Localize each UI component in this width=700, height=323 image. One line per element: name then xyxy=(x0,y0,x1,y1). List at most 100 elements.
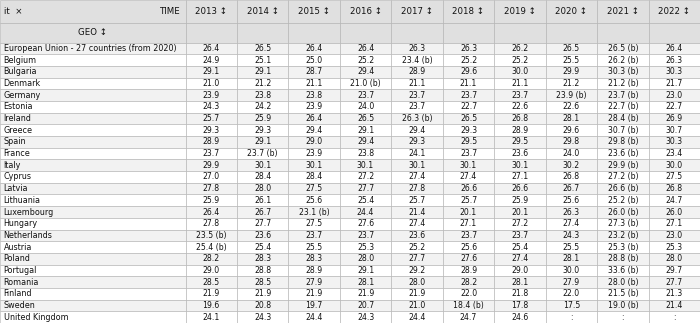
Text: 23.7: 23.7 xyxy=(460,91,477,100)
Text: 23.1 (b): 23.1 (b) xyxy=(299,207,330,216)
Text: 24.4: 24.4 xyxy=(357,207,374,216)
Bar xyxy=(546,43,597,54)
Text: 26.3: 26.3 xyxy=(666,56,682,65)
Text: 23.6: 23.6 xyxy=(254,231,271,240)
Bar xyxy=(649,241,700,253)
Text: 26.5: 26.5 xyxy=(563,44,580,53)
Bar xyxy=(391,206,442,218)
Bar xyxy=(0,66,186,78)
Bar xyxy=(546,148,597,160)
Text: 26.4: 26.4 xyxy=(666,44,683,53)
Text: 28.1: 28.1 xyxy=(563,114,580,123)
Text: 29.1: 29.1 xyxy=(357,266,374,275)
Text: 27.8: 27.8 xyxy=(203,184,220,193)
Bar xyxy=(237,54,288,66)
Text: 30.1: 30.1 xyxy=(357,161,374,170)
Bar xyxy=(391,241,442,253)
Bar xyxy=(597,230,649,241)
Bar xyxy=(649,148,700,160)
Bar xyxy=(237,276,288,288)
Bar xyxy=(186,241,237,253)
Bar xyxy=(237,66,288,78)
Bar xyxy=(288,78,340,89)
Bar xyxy=(186,276,237,288)
Text: 2017 ↕: 2017 ↕ xyxy=(401,7,433,16)
Text: :: : xyxy=(570,313,573,322)
Bar xyxy=(546,194,597,206)
Text: 26.2: 26.2 xyxy=(512,44,528,53)
Bar xyxy=(597,23,649,43)
Text: 24.3: 24.3 xyxy=(563,231,580,240)
Bar xyxy=(597,311,649,323)
Bar xyxy=(340,0,391,23)
Bar xyxy=(0,230,186,241)
Text: 25.9: 25.9 xyxy=(512,196,528,205)
Text: 29.5: 29.5 xyxy=(512,137,528,146)
Bar xyxy=(340,241,391,253)
Text: 26.3: 26.3 xyxy=(460,44,477,53)
Bar xyxy=(186,136,237,148)
Text: 23.7: 23.7 xyxy=(409,91,426,100)
Text: 30.3 (b): 30.3 (b) xyxy=(608,67,638,76)
Text: 23.2 (b): 23.2 (b) xyxy=(608,231,638,240)
Text: 28.3: 28.3 xyxy=(306,254,323,263)
Bar xyxy=(443,194,494,206)
Bar xyxy=(443,300,494,311)
Text: 27.5: 27.5 xyxy=(306,219,323,228)
Bar xyxy=(597,148,649,160)
Text: 26.4: 26.4 xyxy=(202,207,220,216)
Bar xyxy=(649,54,700,66)
Bar xyxy=(0,124,186,136)
Text: 28.4: 28.4 xyxy=(254,172,272,182)
Bar xyxy=(0,148,186,160)
Bar xyxy=(649,300,700,311)
Bar xyxy=(443,160,494,171)
Text: 23.7: 23.7 xyxy=(409,102,426,111)
Bar xyxy=(597,276,649,288)
Bar xyxy=(186,66,237,78)
Bar xyxy=(340,218,391,230)
Bar xyxy=(649,78,700,89)
Text: 29.3: 29.3 xyxy=(409,137,426,146)
Bar xyxy=(443,78,494,89)
Text: 29.7: 29.7 xyxy=(666,266,682,275)
Text: 2013 ↕: 2013 ↕ xyxy=(195,7,228,16)
Text: 28.3: 28.3 xyxy=(254,254,271,263)
Bar xyxy=(546,0,597,23)
Bar xyxy=(443,148,494,160)
Text: Greece: Greece xyxy=(4,126,32,135)
Text: 29.0: 29.0 xyxy=(512,266,528,275)
Bar xyxy=(391,311,442,323)
Text: 24.3: 24.3 xyxy=(357,313,374,322)
Text: 19.7: 19.7 xyxy=(305,301,323,310)
Text: Latvia: Latvia xyxy=(4,184,28,193)
Bar xyxy=(237,230,288,241)
Text: Portugal: Portugal xyxy=(4,266,37,275)
Text: 25.4: 25.4 xyxy=(511,243,528,252)
Text: Ireland: Ireland xyxy=(4,114,32,123)
Text: 24.3: 24.3 xyxy=(254,313,272,322)
Text: 30.1: 30.1 xyxy=(460,161,477,170)
Bar xyxy=(649,276,700,288)
Text: 21.8: 21.8 xyxy=(511,289,528,298)
Text: 27.8: 27.8 xyxy=(409,184,426,193)
Bar xyxy=(597,101,649,113)
Bar xyxy=(494,265,546,276)
Bar xyxy=(391,124,442,136)
Bar xyxy=(546,78,597,89)
Text: 26.1: 26.1 xyxy=(254,196,272,205)
Text: 30.3: 30.3 xyxy=(666,67,682,76)
Text: 27.5: 27.5 xyxy=(306,184,323,193)
Bar xyxy=(494,300,546,311)
Bar xyxy=(186,160,237,171)
Text: 24.6: 24.6 xyxy=(511,313,528,322)
Bar xyxy=(494,23,546,43)
Text: 25.7: 25.7 xyxy=(203,114,220,123)
Bar xyxy=(443,101,494,113)
Bar xyxy=(340,171,391,183)
Bar xyxy=(0,89,186,101)
Text: 18.4 (b): 18.4 (b) xyxy=(453,301,484,310)
Text: 27.3 (b): 27.3 (b) xyxy=(608,219,638,228)
Text: 28.0 (b): 28.0 (b) xyxy=(608,277,638,287)
Bar xyxy=(237,171,288,183)
